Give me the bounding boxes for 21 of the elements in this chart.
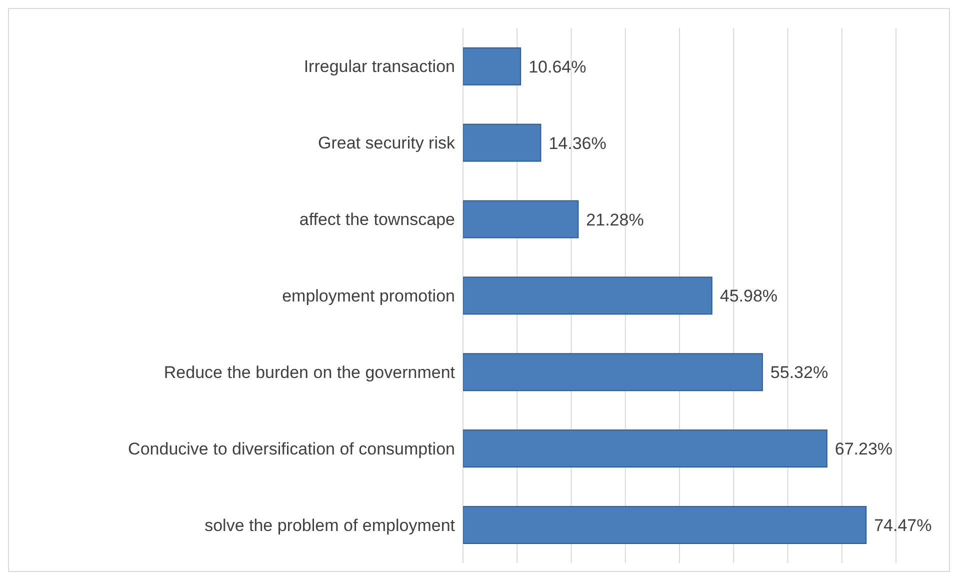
y-tick-label: Conducive to diversification of consumption (128, 439, 455, 458)
bar (463, 276, 712, 315)
data-label: 14.36% (548, 134, 606, 153)
y-tick-label: Great security risk (318, 134, 456, 153)
data-label: 10.64% (528, 57, 586, 76)
bar (463, 200, 579, 238)
data-label: 21.28% (586, 210, 644, 230)
data-label: 45.98% (720, 286, 778, 306)
data-label: 67.23% (834, 440, 893, 459)
data-label: 55.32% (770, 363, 828, 382)
y-tick-label: employment promotion (282, 286, 455, 306)
bar (463, 430, 828, 468)
y-tick-label: Reduce the burden on the government (164, 362, 456, 382)
bar (463, 353, 763, 392)
data-label: 74.47% (874, 516, 932, 535)
bar (463, 124, 542, 162)
y-tick-label: affect the townscape (299, 210, 455, 230)
y-tick-label: Irregular transaction (304, 57, 455, 76)
bar (463, 506, 867, 544)
y-tick-label: solve the problem of employment (204, 516, 456, 535)
bar (463, 47, 522, 86)
